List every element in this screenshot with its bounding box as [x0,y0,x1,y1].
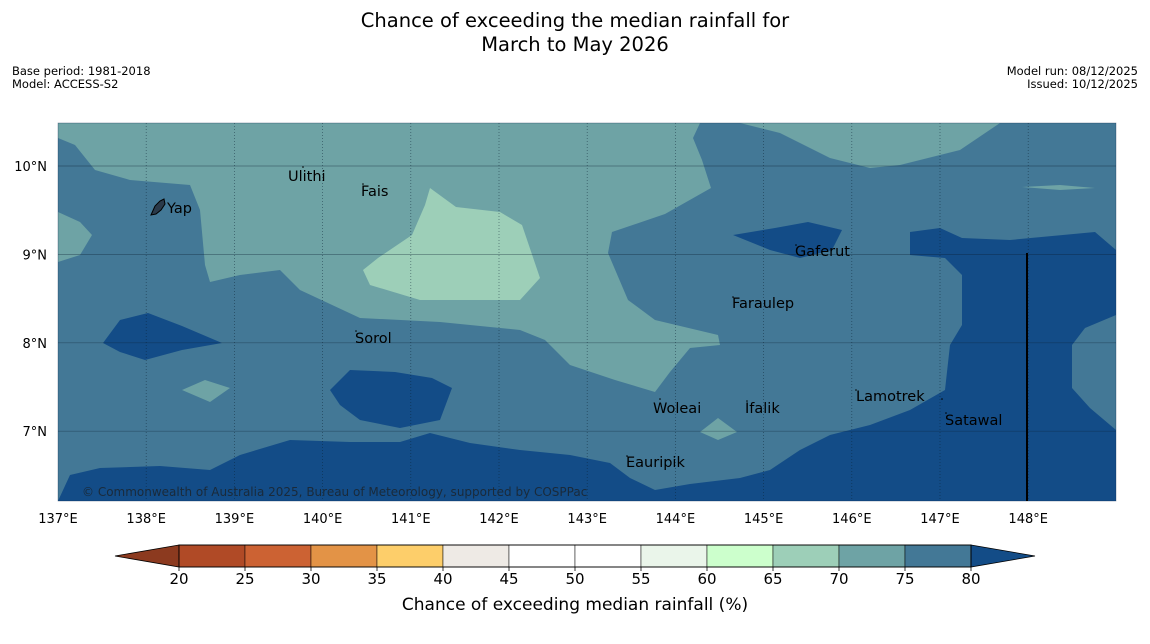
place-faraulep: Faraulep [732,296,794,312]
contour-70-75 [182,380,230,402]
map-gridlines [58,123,1116,501]
place-eauripik: Eauripik [626,455,685,471]
x-tick-label: 138°E [126,512,166,527]
place-fais: Fais [361,184,388,200]
x-tick-label: 146°E [832,512,872,527]
x-tick-label: 148°E [1008,512,1048,527]
colorbar-swatch [706,544,774,568]
colorbar-swatch [508,544,576,568]
colorbar-swatch [574,544,642,568]
y-tick-label: 10°N [14,160,47,175]
title-line-2: March to May 2026 [481,33,669,56]
colorbar-tick-label: 60 [697,570,716,588]
place-markers [302,166,947,457]
colorbar-tick-label: 30 [301,570,320,588]
place-woleai: Woleai [653,401,701,417]
colorbar-extend-high [970,544,1036,568]
x-tick-label: 144°E [656,512,696,527]
eauripik-marker [626,455,628,457]
lamotrek-extra-marker [941,398,943,400]
ifalik-marker [746,400,748,402]
contour-70-75 [1022,185,1095,190]
colorbar-swatch [376,544,444,568]
colorbar-swatch [772,544,840,568]
place-ulithi: Ulithi [288,169,326,185]
x-axis-ticks: 137°E 138°E 139°E 140°E 141°E 142°E 143°E 144°E… [38,512,1048,527]
x-tick-label: 142°E [479,512,519,527]
sorol-marker [355,330,357,332]
colorbar-swatch [838,544,906,568]
contour-80-plus [330,370,452,428]
x-tick-label: 143°E [567,512,607,527]
colorbar-swatch [904,544,972,568]
contour-70-75 [740,123,1000,168]
yap-island-outline [150,198,166,216]
x-tick-label: 137°E [38,512,78,527]
colorbar-swatch [310,544,378,568]
map-title: Chance of exceeding the median rainfall … [0,9,1150,57]
y-axis-ticks: 10°N 9°N 8°N 7°N [14,160,47,440]
satawal-marker [945,412,947,414]
x-tick-label: 140°E [303,512,343,527]
colorbar-label: Chance of exceeding median rainfall (%) [402,595,748,615]
woleai-marker [659,398,661,400]
x-tick-label: 141°E [391,512,431,527]
colorbar-swatch [442,544,510,568]
contour-70-75 [700,418,737,440]
colorbar-tick-label: 40 [433,570,452,588]
colorbar [114,544,1036,568]
colorbar-tick-label: 70 [829,570,848,588]
ulithi-marker [302,166,304,168]
meta-left: Base period: 1981-2018 Model: ACCESS-S2 [12,65,151,91]
colorbar-tick-label: 55 [631,570,650,588]
colorbar-swatch [244,544,312,568]
copyright-notice: © Commonwealth of Australia 2025, Bureau… [82,485,587,499]
colorbar-tick-label: 35 [367,570,386,588]
model-name: Model: ACCESS-S2 [12,77,119,91]
colorbar-tick-label: 20 [169,570,188,588]
colorbar-tick-label: 80 [961,570,980,588]
model-run: Model run: 08/12/2025 [1006,64,1138,78]
gaferut-marker [795,244,797,246]
colorbar-tick-label: 50 [565,570,584,588]
fais-marker [362,183,364,185]
colorbar-tick-label: 45 [499,570,518,588]
colorbar-tick-label: 65 [763,570,782,588]
place-sorol: Sorol [355,331,392,347]
place-yap: Yap [166,201,192,217]
colorbar-swatch [178,544,246,568]
title-line-1: Chance of exceeding the median rainfall … [360,9,790,32]
lamotrek-marker [855,389,857,391]
y-tick-label: 8°N [23,337,48,352]
y-tick-label: 7°N [23,425,48,440]
contour-80-plus [733,222,842,258]
colorbar-extend-low [114,544,180,568]
x-tick-label: 139°E [215,512,255,527]
place-gaferut: Gaferut [795,244,850,260]
place-ifalik: Ifalik [745,401,780,417]
colorbar-tick-label: 25 [235,570,254,588]
contour-80-plus [103,313,222,360]
x-tick-label: 145°E [744,512,784,527]
map-frame [57,122,1117,502]
place-lamotrek: Lamotrek [856,389,925,405]
contour-70-75 [58,212,92,262]
contour-65-70 [363,188,540,300]
meta-right: Model run: 08/12/2025 Issued: 10/12/2025 [1007,65,1138,91]
place-satawal: Satawal [945,413,1002,429]
y-tick-label: 9°N [23,248,48,263]
colorbar-swatch [640,544,708,568]
x-tick-label: 147°E [920,512,960,527]
faraulep-marker [732,296,734,298]
issued-date: Issued: 10/12/2025 [1027,77,1138,91]
base-period: Base period: 1981-2018 [12,64,151,78]
colorbar-tick-label: 75 [895,570,914,588]
colorbar-ticks: 20 25 30 35 40 45 50 55 60 65 70 75 80 [169,567,981,588]
